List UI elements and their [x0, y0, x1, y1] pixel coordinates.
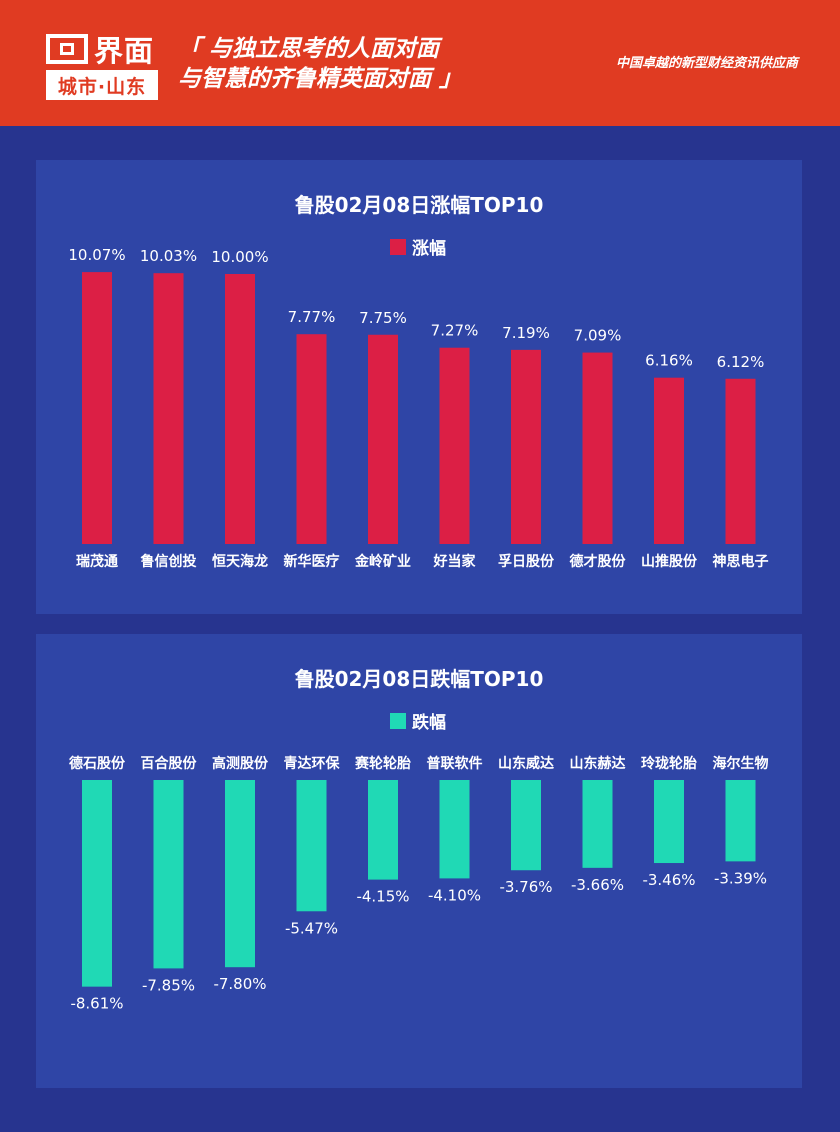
data-label: -3.76%	[499, 878, 552, 896]
chart-title: 鲁股02月08日涨幅TOP10	[295, 193, 544, 217]
data-label: 10.07%	[68, 246, 125, 264]
category-label: 新华医疗	[284, 553, 340, 570]
bar	[439, 780, 470, 879]
legend: 跌幅	[390, 712, 446, 733]
category-label: 德才股份	[570, 553, 627, 570]
category-label: 孚日股份	[498, 553, 555, 570]
data-label: 10.00%	[211, 248, 268, 266]
bar	[511, 349, 541, 544]
data-label: 7.19%	[502, 324, 550, 342]
bar	[654, 377, 684, 544]
bar	[654, 780, 684, 864]
legend-label: 涨幅	[412, 238, 446, 259]
logo-name: 界面	[94, 34, 155, 68]
data-label: -4.15%	[356, 888, 409, 906]
data-label: 10.03%	[140, 247, 197, 265]
slogan-line-2: 与智慧的齐鲁精英面对面 」	[178, 66, 463, 92]
category-label: 好当家	[433, 553, 477, 570]
data-label: -3.46%	[642, 871, 695, 889]
data-label: 7.77%	[288, 308, 336, 326]
category-label: 百合股份	[141, 755, 198, 772]
category-label: 恒天海龙	[212, 553, 268, 570]
category-label: 青达环保	[284, 755, 341, 772]
category-label: 玲珑轮胎	[641, 755, 697, 772]
bar	[153, 273, 184, 544]
category-label: 普联软件	[427, 755, 483, 772]
bar	[153, 780, 184, 969]
category-label: 鲁信创投	[140, 553, 197, 570]
chart-title: 鲁股02月08日跌幅TOP10	[295, 667, 544, 691]
bar	[225, 274, 255, 544]
losers-chart-panel: 鲁股02月08日跌幅TOP10 跌幅德石股份 -8.61% 百合股份 -7.85% 高测股…	[36, 634, 802, 1088]
bar	[439, 347, 470, 544]
bar	[725, 780, 756, 862]
slogan-line-1: 「 与独立思考的人面对面	[178, 36, 440, 62]
bar	[511, 780, 541, 871]
category-label: 德石股份	[69, 755, 126, 772]
category-label: 金岭矿业	[354, 553, 411, 570]
bar	[368, 334, 398, 544]
data-label: -3.66%	[571, 876, 624, 894]
brand-logo: 界面	[46, 30, 154, 68]
bar	[82, 272, 112, 544]
data-label: -3.39%	[714, 869, 767, 887]
category-label: 瑞茂通	[76, 553, 118, 570]
bar	[82, 780, 112, 987]
bar	[225, 780, 255, 968]
bar	[582, 780, 613, 868]
gainers-chart: 鲁股02月08日涨幅TOP10 涨幅 10.07% 瑞茂通 10.03% 鲁信创投 10.0…	[68, 193, 769, 570]
bar	[296, 780, 327, 912]
bar	[725, 378, 756, 544]
header-banner: 界面 城市·山东 「 与独立思考的人面对面 与智慧的齐鲁精英面对面 」 中国卓越…	[0, 0, 840, 126]
bar	[582, 352, 613, 544]
category-label: 赛轮轮胎	[354, 755, 411, 772]
category-label: 高测股份	[212, 755, 269, 772]
data-label: 7.75%	[359, 309, 407, 327]
gainers-chart-panel: 鲁股02月08日涨幅TOP10 涨幅 10.07% 瑞茂通 10.03% 鲁信创投 10.0…	[36, 160, 802, 614]
data-label: -7.80%	[213, 975, 266, 993]
logo-icon	[46, 34, 88, 64]
data-label: 7.09%	[574, 327, 622, 345]
data-label: 6.12%	[717, 353, 765, 371]
bar	[368, 780, 398, 880]
data-label: -8.61%	[70, 995, 123, 1013]
data-label: 6.16%	[645, 352, 693, 370]
category-label: 山东赫达	[570, 755, 626, 772]
logo-subtitle: 城市·山东	[46, 70, 158, 100]
slogan: 「 与独立思考的人面对面 与智慧的齐鲁精英面对面 」	[178, 34, 462, 94]
data-label: -5.47%	[285, 919, 338, 937]
category-label: 神思电子	[713, 553, 769, 570]
tagline: 中国卓越的新型财经资讯供应商	[615, 56, 798, 71]
category-label: 山推股份	[641, 553, 698, 570]
legend-swatch	[390, 239, 406, 255]
legend: 涨幅	[390, 238, 446, 259]
data-label: 7.27%	[431, 322, 479, 340]
data-label: -7.85%	[142, 976, 195, 994]
legend-label: 跌幅	[412, 712, 446, 733]
category-label: 海尔生物	[713, 755, 769, 772]
data-label: -4.10%	[428, 886, 481, 904]
category-label: 山东威达	[498, 755, 554, 772]
legend-swatch	[390, 713, 406, 729]
bar	[296, 334, 327, 544]
